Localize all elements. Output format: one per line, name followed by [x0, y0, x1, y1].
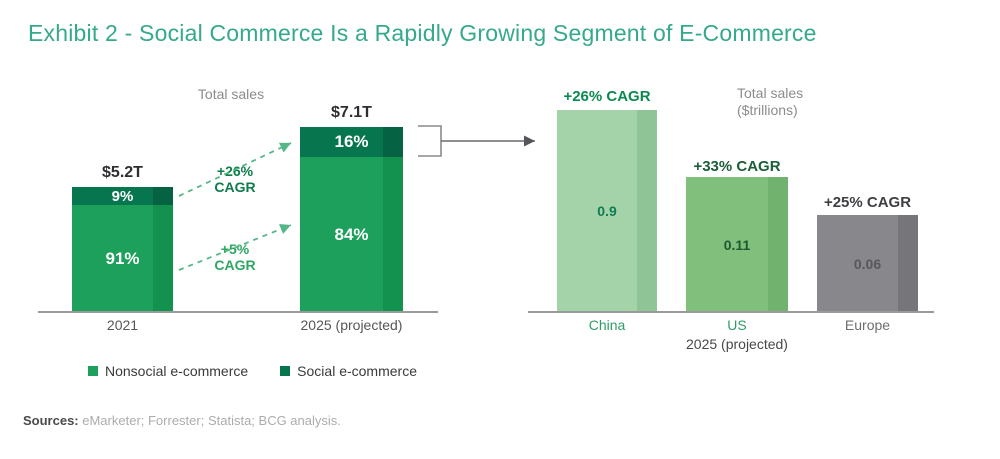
- legend-label-nonsocial: Nonsocial e-commerce: [105, 363, 249, 379]
- right-chart-x-axis: [528, 311, 934, 313]
- us-value: 0.11: [723, 236, 751, 253]
- social-swatch-icon: [280, 366, 291, 376]
- bar-europe-fill: 0.06: [817, 215, 918, 312]
- social-segment-bracket: [418, 125, 442, 157]
- bar-2021-social-segment: 9%: [72, 187, 173, 205]
- legend-label-social: Social e-commerce: [297, 363, 417, 379]
- right-chart-axis-title-line1: Total sales: [737, 85, 804, 101]
- bar-europe: 0.06: [817, 215, 918, 312]
- sources-label: Sources:: [23, 413, 79, 428]
- bar-us-fill: 0.11: [686, 177, 788, 312]
- bar-china: 0.9: [557, 110, 657, 312]
- social-cagr-line1: +26%: [216, 163, 254, 179]
- china-value: 0.9: [597, 203, 617, 219]
- bar-2021-nonsocial-segment: 91%: [72, 205, 173, 312]
- nonsocial-cagr-annotation: +5% CAGR: [199, 241, 271, 273]
- legend: Nonsocial e-commerce Social e-commerce: [88, 363, 417, 379]
- nonsocial-cagr-line1: +5%: [220, 241, 250, 257]
- nonsocial-cagr-line2: CAGR: [214, 257, 256, 273]
- x-label-2021: 2021: [106, 317, 139, 333]
- x-label-2025: 2025 (projected): [300, 317, 403, 333]
- bar-2021-social-shade-strip: [153, 187, 173, 205]
- legend-item-nonsocial: Nonsocial e-commerce: [88, 363, 248, 379]
- bar-2021-total-label: $5.2T: [102, 164, 143, 181]
- bar-2025-social-pct: 16%: [334, 132, 369, 151]
- europe-cagr-label: +25% CAGR: [823, 194, 912, 211]
- bar-china-shade-strip: [637, 110, 657, 312]
- us-cagr-label: +33% CAGR: [693, 158, 781, 175]
- bar-2025-total-label: $7.1T: [331, 104, 372, 121]
- bar-2021-social-pct: 9%: [111, 187, 134, 205]
- bar-2021-nonsocial-shade-strip: [153, 205, 173, 312]
- bar-2025-nonsocial-shade-strip: [383, 157, 403, 312]
- sources-line: Sources: eMarketer; Forrester; Statista;…: [23, 413, 341, 428]
- bar-2025-social-shade-strip: [383, 127, 403, 157]
- left-chart-axis-title: Total sales: [197, 86, 265, 102]
- bar-2025: 16% 84%: [300, 127, 403, 312]
- left-chart-x-axis: [38, 311, 438, 313]
- nonsocial-swatch-icon: [88, 366, 98, 376]
- bar-us-shade-strip: [768, 177, 788, 312]
- right-chart-axis-title: Total sales ($trillions): [737, 85, 803, 119]
- exhibit-title: Exhibit 2 - Social Commerce Is a Rapidly…: [28, 20, 817, 46]
- legend-item-social: Social e-commerce: [280, 363, 417, 379]
- x-label-us: US: [727, 317, 747, 333]
- right-chart-axis-title-line2: ($trillions): [737, 102, 798, 118]
- china-cagr-label: +26% CAGR: [563, 88, 651, 105]
- social-cagr-line2: CAGR: [214, 179, 256, 195]
- bar-us: 0.11: [686, 177, 788, 312]
- bar-2025-nonsocial-segment: 84%: [300, 157, 403, 312]
- sources-text: eMarketer; Forrester; Statista; BCG anal…: [78, 413, 341, 428]
- europe-value: 0.06: [853, 255, 882, 272]
- bar-2025-social-segment: 16%: [300, 127, 403, 157]
- x-label-europe: Europe: [844, 317, 891, 333]
- bar-2025-nonsocial-pct: 84%: [334, 224, 369, 244]
- x-label-china: China: [588, 317, 626, 333]
- bar-china-fill: 0.9: [557, 110, 657, 312]
- bar-europe-shade-strip: [898, 215, 918, 312]
- bar-2021-nonsocial-pct: 91%: [105, 248, 140, 268]
- social-cagr-annotation: +26% CAGR: [199, 163, 271, 195]
- right-chart-x-axis-label: 2025 (projected): [686, 336, 788, 352]
- bar-2021: 9% 91%: [72, 187, 173, 312]
